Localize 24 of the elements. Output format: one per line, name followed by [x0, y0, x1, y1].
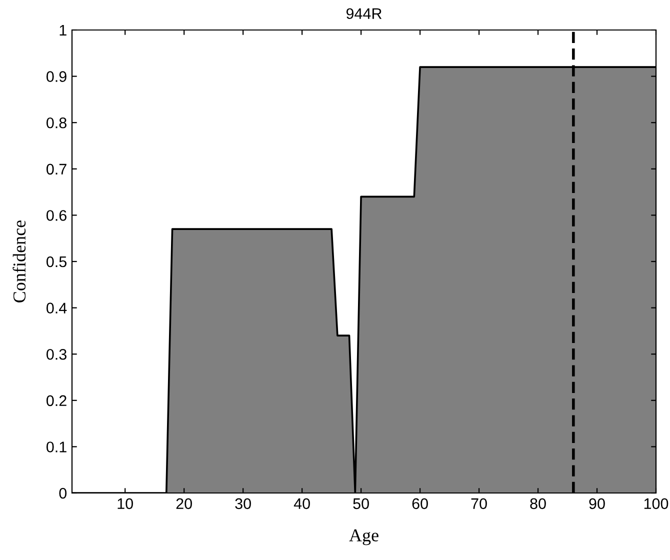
- y-tick-label: 0.9: [46, 71, 66, 82]
- y-tick-label: 0.8: [46, 117, 66, 128]
- y-tick-label: 0.2: [46, 395, 66, 406]
- chart-title: 944R: [346, 8, 382, 20]
- x-tick-label: 80: [530, 498, 546, 510]
- y-tick-label: 0.1: [46, 442, 66, 452]
- x-tick-label: 10: [118, 498, 133, 510]
- x-tick-label: 40: [294, 498, 310, 510]
- y-tick-label: 0.7: [46, 164, 66, 175]
- y-tick-label: 0.6: [46, 210, 66, 221]
- y-tick-label: 0: [59, 488, 67, 499]
- x-tick-label: 100: [644, 498, 668, 510]
- x-tick-label: 90: [589, 498, 605, 510]
- x-tick-label: 50: [353, 498, 369, 510]
- x-tick-label: 60: [412, 498, 428, 510]
- x-tick-label: 20: [176, 498, 192, 510]
- x-axis-title: Age: [349, 529, 378, 546]
- x-tick-label: 70: [471, 498, 487, 510]
- y-tick-label: 0.3: [46, 348, 66, 360]
- y-axis-title: Confidence: [12, 220, 26, 302]
- y-tick-label: 0.4: [46, 302, 67, 314]
- y-tick-label: 0.5: [46, 256, 66, 268]
- x-tick-label: 30: [235, 498, 251, 510]
- y-tick-label: 1: [60, 25, 66, 36]
